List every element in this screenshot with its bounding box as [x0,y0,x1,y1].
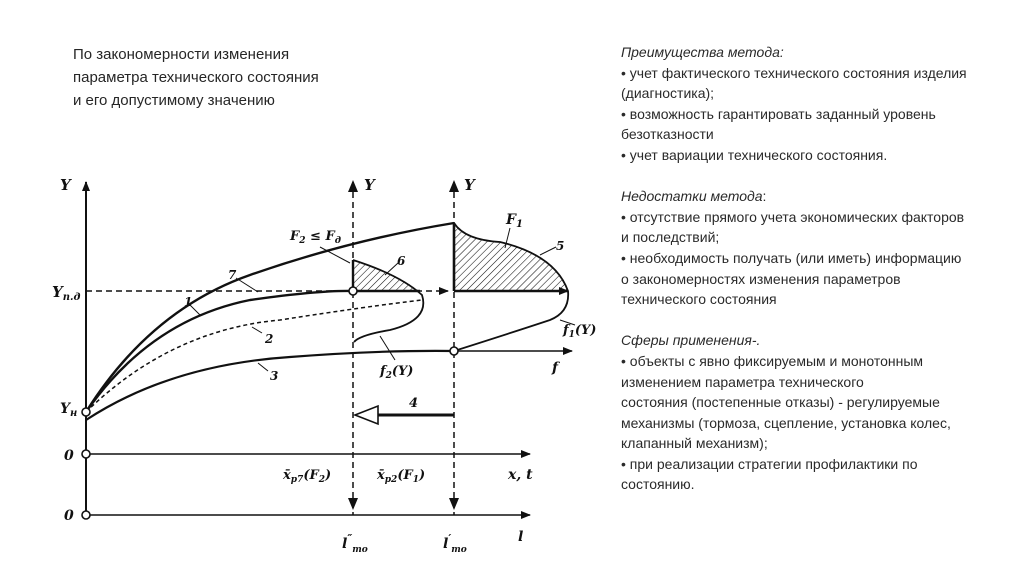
advantages-line: (диагностика); [621,85,715,102]
F1-label: F1 [505,212,523,230]
curve-label-7: 7 [228,268,237,282]
title-line: параметра технического состояния [73,69,319,86]
slide-title: По закономерности изменения параметра те… [73,43,319,112]
curve-label-3: 3 [270,369,278,383]
title-line: и его допустимому значению [73,92,275,109]
curve-label-1: 1 [184,295,192,309]
disadvantages-line: • необходимость получать (или иметь) инф… [621,249,962,266]
y-axis-left-label: Y [60,176,72,194]
arrow-4-head [352,404,379,426]
disadvantages-line: технического состояния [621,291,777,308]
curve-label-4: 4 [409,396,418,411]
advantages-line: безотказности [621,126,714,143]
applications-line: изменением параметра технического [621,373,864,390]
l-to-prime-label: l′то [443,532,467,555]
zero-point-1 [81,449,91,459]
xp2-label: x̄р2(F1) [376,468,425,485]
y-pd-label: Yп.д [52,283,80,303]
applications-heading: Сферы применения-. [621,332,761,349]
f-axis-label: f [551,360,561,376]
disadvantages-line: и последствий; [621,229,720,246]
f-point-right [449,346,459,356]
advantages-line: • учет фактического технического состоян… [621,64,967,81]
advantages-line: • учет вариации технического состояния. [621,146,888,163]
hatched-area-6 [353,260,419,291]
curve-label-6: 6 [397,254,406,268]
curve-3 [85,349,455,421]
heading-colon: : [762,188,767,205]
zero-label-2: 0 [64,508,74,524]
applications-line: • при реализации стратегии профилактики … [621,455,918,472]
zero-point-2 [81,510,91,520]
applications-line: клапанный механизм); [621,435,768,452]
curve-7 [85,289,354,413]
curve-2 [85,299,423,413]
limit-point-mid [348,286,358,296]
x-t-axis-label: x, t [507,467,533,483]
y-n-label: Yн [60,401,77,419]
method-description: Преимущества метода: • учет фактического… [621,42,967,495]
f2Y-label: f2(Y) [379,364,413,381]
advantages-line: • возможность гарантировать заданный уро… [621,105,936,122]
advantages-heading: Преимущества метода: [621,44,784,60]
y-n-point [81,407,91,417]
y-axis-mid-label: Y [364,176,376,194]
xp7-label: x̄р7(F2) [282,468,331,485]
disadvantages-line: • отсутствие прямого учета экономических… [621,208,965,225]
leader-lines [189,227,576,372]
disadvantages-line: о закономерностях изменения параметров [621,270,901,287]
curve-1 [84,221,455,413]
applications-line: состояния (постепенные отказы) - регулир… [621,394,940,411]
applications-line: • объекты с явно фиксируемым и монотонны… [621,352,924,369]
curve-label-5: 5 [556,239,564,253]
y-axis-right-label: Y [464,176,476,194]
f2-distribution-curve [352,259,425,343]
disadvantages-heading: Недостатки метода: [621,186,967,207]
disadvantages-heading-text: Недостатки метода [621,188,763,205]
zero-label-1: 0 [64,448,74,464]
curve-label-2: 2 [264,332,273,346]
hatched-area-5 [454,223,568,291]
l-axis-label: l [518,529,523,545]
f1Y-label: f1(Y) [562,323,596,340]
condition-label: F2 ≤ Fд [289,229,341,246]
applications-line: состоянию. [621,476,695,493]
title-line: По закономерности изменения [73,46,290,63]
parameter-change-diagram: Y Y Y Yп.д Yн 0 0 F2 ≤ Fд 1 7 2 3 6 5 4 … [52,176,596,555]
applications-line: механизмы (тормоза, сцепление, установка… [621,414,951,431]
l-to-double-prime-label: l″то [342,532,368,555]
